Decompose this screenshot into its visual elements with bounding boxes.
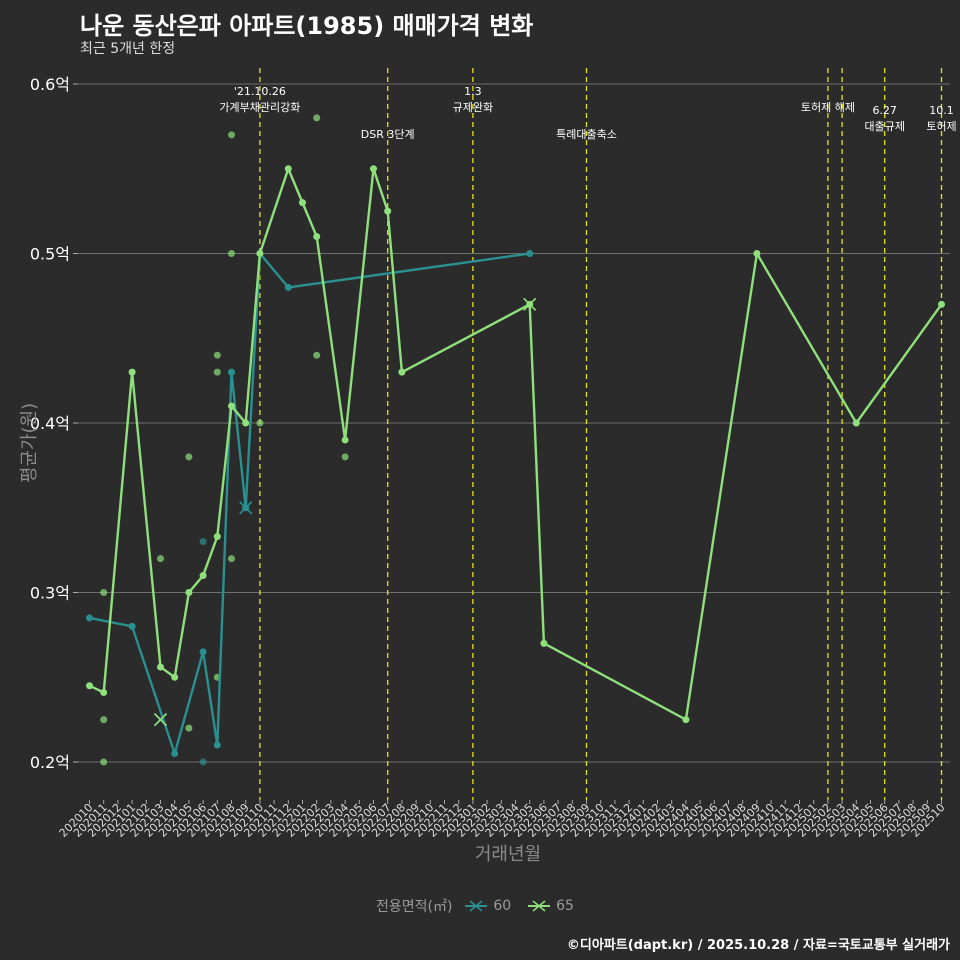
data-point-65 bbox=[313, 233, 321, 241]
chart-subtitle: 최근 5개년 한정 bbox=[80, 41, 176, 57]
cross-marker bbox=[153, 713, 168, 727]
data-point-65 bbox=[284, 165, 292, 173]
event-label: 규제완화 bbox=[453, 101, 493, 114]
cross-marker bbox=[523, 297, 537, 311]
cross-marker bbox=[239, 501, 253, 515]
y-tick-label: 0.5억 bbox=[30, 245, 70, 264]
data-point-60 bbox=[228, 368, 235, 376]
event-label: 1.3 bbox=[464, 85, 482, 98]
scatter-point bbox=[313, 351, 321, 359]
legend-label-60: 60 bbox=[493, 898, 512, 914]
y-tick-label: 0.6억 bbox=[30, 75, 70, 94]
series-line-60 bbox=[89, 252, 530, 755]
event-label: DSR 3단계 bbox=[361, 128, 415, 141]
data-point-60 bbox=[213, 741, 221, 749]
data-point-60 bbox=[199, 648, 207, 656]
event-label: '21.10.26 bbox=[234, 85, 286, 98]
event-label: 토허제 bbox=[926, 120, 956, 133]
legend-key-60-icon bbox=[464, 900, 487, 912]
data-point-65 bbox=[171, 673, 179, 681]
x-axis-label: 거래년월 bbox=[474, 844, 542, 865]
legend: 전용면적(㎡) 60 65 bbox=[0, 896, 960, 916]
source-caption: ©디아파트(dapt.kr) / 2025.10.28 / 자료=국토교통부 실… bbox=[566, 938, 950, 953]
event-label: 대출규제 bbox=[864, 120, 904, 133]
data-point-65 bbox=[256, 250, 264, 257]
data-point-65 bbox=[384, 207, 392, 215]
data-point-65 bbox=[213, 533, 221, 541]
legend-title: 전용면적(㎡) bbox=[376, 899, 453, 915]
data-point-60 bbox=[86, 614, 93, 622]
data-point-65 bbox=[157, 663, 164, 671]
scatter-point bbox=[199, 538, 207, 546]
y-tick-label: 0.4억 bbox=[30, 414, 70, 433]
data-point-65 bbox=[128, 368, 136, 376]
scatter-point bbox=[100, 589, 108, 596]
data-point-65 bbox=[185, 589, 193, 596]
scatter-point bbox=[213, 351, 221, 359]
scatter-point bbox=[157, 555, 164, 563]
data-point-65 bbox=[86, 682, 93, 690]
y-tick-label: 0.3억 bbox=[30, 584, 70, 603]
scatter-point bbox=[313, 114, 321, 122]
y-tick-label: 0.2억 bbox=[30, 753, 70, 772]
data-point-65 bbox=[228, 402, 235, 410]
data-point-65 bbox=[540, 639, 548, 647]
data-point-65 bbox=[242, 419, 250, 427]
series-line-65 bbox=[88, 167, 943, 721]
legend-key-65-icon bbox=[527, 900, 550, 912]
event-label: 특례대출축소 bbox=[556, 128, 617, 141]
data-point-60 bbox=[526, 250, 534, 257]
data-point-65 bbox=[398, 368, 406, 376]
scatter-point bbox=[100, 716, 108, 724]
scatter-point bbox=[185, 453, 193, 461]
data-point-60 bbox=[171, 750, 179, 758]
scatter-point bbox=[185, 724, 193, 732]
data-point-65 bbox=[682, 716, 690, 724]
event-label: 10.1 bbox=[929, 104, 954, 117]
data-point-60 bbox=[284, 283, 292, 291]
event-label: 6.27 bbox=[872, 104, 897, 117]
data-point-65 bbox=[370, 165, 377, 173]
data-point-65 bbox=[299, 199, 306, 207]
data-point-65 bbox=[100, 689, 108, 697]
scatter-point bbox=[228, 555, 235, 563]
scatter-point bbox=[100, 758, 108, 766]
data-point-65 bbox=[938, 300, 945, 308]
scatter-point bbox=[228, 250, 235, 257]
chart-title: 나운 동산은파 아파트(1985) 매매가격 변화 bbox=[80, 12, 534, 40]
scatter-point bbox=[228, 131, 235, 139]
legend-label-65: 65 bbox=[556, 898, 574, 914]
event-label: 가계부채관리강화 bbox=[219, 101, 300, 114]
event-label: 토허제 해제 bbox=[801, 100, 855, 114]
y-axis-label: 평균가(원) bbox=[19, 402, 40, 484]
scatter-point bbox=[256, 419, 264, 427]
scatter-point bbox=[213, 368, 221, 376]
data-point-65 bbox=[199, 572, 207, 580]
scatter-point bbox=[341, 453, 349, 461]
data-point-60 bbox=[128, 622, 136, 630]
data-point-65 bbox=[753, 250, 761, 257]
data-point-65 bbox=[852, 419, 860, 427]
scatter-point bbox=[199, 758, 207, 766]
data-point-65 bbox=[341, 436, 349, 444]
